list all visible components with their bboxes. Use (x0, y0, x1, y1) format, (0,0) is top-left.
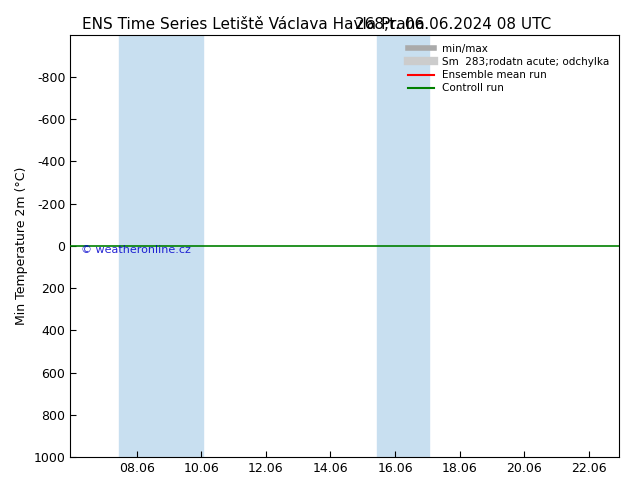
Text: © weatheronline.cz: © weatheronline.cz (81, 245, 191, 255)
Text: ENS Time Series Letiště Václava Havla Praha: ENS Time Series Letiště Václava Havla Pr… (82, 17, 425, 32)
Text: 268;t. 06.06.2024 08 UTC: 268;t. 06.06.2024 08 UTC (355, 17, 552, 32)
Legend: min/max, Sm  283;rodatn acute; odchylka, Ensemble mean run, Controll run: min/max, Sm 283;rodatn acute; odchylka, … (404, 40, 614, 98)
Y-axis label: Min Temperature 2m (°C): Min Temperature 2m (°C) (15, 167, 28, 325)
Bar (377, 35, 429, 457)
Bar (119, 35, 203, 457)
